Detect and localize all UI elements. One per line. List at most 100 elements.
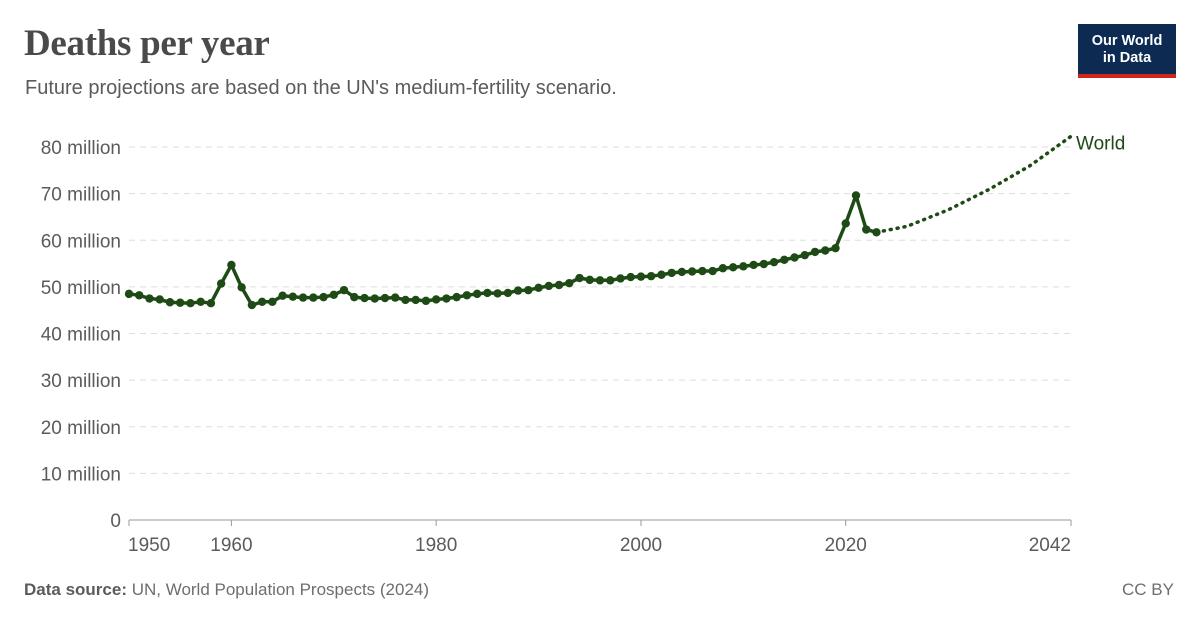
- data-point[interactable]: [483, 288, 492, 298]
- data-point[interactable]: [544, 281, 554, 291]
- data-source: Data source: UN, World Population Prospe…: [24, 580, 429, 600]
- data-point[interactable]: [728, 263, 738, 272]
- gridlines: [129, 146, 1071, 521]
- data-point[interactable]: [370, 294, 379, 303]
- license-link[interactable]: CC BY: [1122, 580, 1174, 599]
- x-tick-label: 1960: [210, 535, 252, 556]
- x-tick-label: 2042: [1029, 535, 1071, 556]
- data-point[interactable]: [431, 295, 441, 304]
- data-point[interactable]: [780, 255, 789, 265]
- data-point[interactable]: [165, 298, 175, 307]
- data-point[interactable]: [626, 272, 635, 282]
- data-point[interactable]: [810, 247, 820, 257]
- data-point[interactable]: [462, 291, 472, 300]
- data-point[interactable]: [769, 257, 779, 267]
- data-point[interactable]: [759, 259, 769, 269]
- y-tick-label: 80 million: [41, 138, 121, 159]
- y-tick-label: 10 million: [41, 464, 121, 485]
- data-point[interactable]: [309, 293, 318, 302]
- data-point[interactable]: [278, 291, 287, 300]
- data-point[interactable]: [216, 279, 226, 288]
- data-point[interactable]: [411, 295, 420, 305]
- data-point[interactable]: [196, 297, 205, 306]
- source-label: Data source:: [24, 580, 127, 599]
- owid-logo[interactable]: Our World in Data: [1078, 24, 1176, 78]
- data-point[interactable]: [595, 276, 605, 285]
- data-point[interactable]: [288, 292, 298, 301]
- data-point[interactable]: [575, 273, 584, 283]
- data-point[interactable]: [862, 225, 871, 234]
- data-point[interactable]: [524, 285, 533, 295]
- data-point[interactable]: [677, 267, 687, 277]
- data-point[interactable]: [472, 289, 482, 299]
- data-point[interactable]: [800, 250, 809, 260]
- data-point[interactable]: [565, 278, 574, 288]
- data-point[interactable]: [872, 228, 881, 237]
- data-point[interactable]: [452, 292, 461, 302]
- data-point[interactable]: [646, 271, 656, 281]
- data-point[interactable]: [401, 295, 410, 305]
- chart-title: Deaths per year: [24, 23, 270, 64]
- data-point[interactable]: [851, 191, 861, 200]
- data-point[interactable]: [503, 288, 513, 298]
- data-point[interactable]: [708, 266, 717, 276]
- data-point[interactable]: [206, 298, 216, 308]
- data-point[interactable]: [831, 243, 840, 253]
- series-points: [124, 191, 881, 310]
- data-point[interactable]: [391, 293, 400, 302]
- data-point[interactable]: [687, 267, 697, 276]
- data-point[interactable]: [606, 276, 615, 285]
- projection-line[interactable]: [874, 134, 1073, 235]
- data-point[interactable]: [155, 295, 164, 304]
- data-point[interactable]: [421, 296, 431, 306]
- chart-subtitle: Future projections are based on the UN's…: [25, 77, 617, 99]
- data-point[interactable]: [739, 262, 748, 271]
- data-point[interactable]: [247, 300, 257, 310]
- data-point[interactable]: [493, 289, 502, 298]
- y-tick-label: 0: [110, 511, 121, 532]
- data-point[interactable]: [124, 289, 134, 299]
- data-point[interactable]: [380, 293, 390, 303]
- series-label-world[interactable]: World: [1076, 133, 1125, 154]
- y-tick-label: 40 million: [41, 325, 121, 346]
- data-point[interactable]: [585, 275, 594, 285]
- logo-line-1: Our World: [1091, 33, 1163, 49]
- data-point[interactable]: [636, 272, 646, 281]
- y-tick-label: 20 million: [41, 418, 121, 439]
- data-point[interactable]: [175, 298, 185, 307]
- data-point[interactable]: [749, 260, 758, 270]
- data-point[interactable]: [350, 292, 359, 302]
- x-tick-label: 2000: [620, 535, 662, 556]
- data-point[interactable]: [227, 260, 236, 270]
- data-point[interactable]: [841, 219, 850, 228]
- data-point[interactable]: [667, 268, 676, 278]
- data-point[interactable]: [298, 293, 308, 302]
- data-point[interactable]: [268, 297, 277, 306]
- data-point[interactable]: [698, 266, 707, 276]
- data-point[interactable]: [554, 280, 564, 290]
- data-point[interactable]: [616, 274, 625, 283]
- x-tick-label: 1950: [128, 535, 170, 556]
- data-point[interactable]: [329, 290, 338, 300]
- data-point[interactable]: [718, 264, 728, 273]
- data-point[interactable]: [821, 246, 830, 255]
- data-point[interactable]: [186, 298, 195, 308]
- source-link[interactable]: UN, World Population Prospects (2024): [126, 580, 430, 599]
- data-point[interactable]: [360, 293, 369, 303]
- y-tick-label: 50 million: [41, 278, 121, 299]
- data-point[interactable]: [790, 253, 799, 262]
- data-point[interactable]: [135, 291, 144, 300]
- y-tick-label: 30 million: [41, 371, 121, 392]
- data-point[interactable]: [513, 286, 523, 295]
- y-axis: 0 10 million 20 million 30 million 40 millio…: [41, 138, 121, 532]
- data-point[interactable]: [657, 270, 666, 279]
- data-point[interactable]: [534, 283, 543, 293]
- data-point[interactable]: [339, 285, 349, 295]
- data-point[interactable]: [442, 294, 451, 303]
- data-point[interactable]: [319, 292, 328, 302]
- data-point[interactable]: [237, 283, 246, 292]
- y-tick-label: 60 million: [41, 231, 121, 252]
- data-point[interactable]: [145, 294, 154, 303]
- data-point[interactable]: [257, 297, 267, 306]
